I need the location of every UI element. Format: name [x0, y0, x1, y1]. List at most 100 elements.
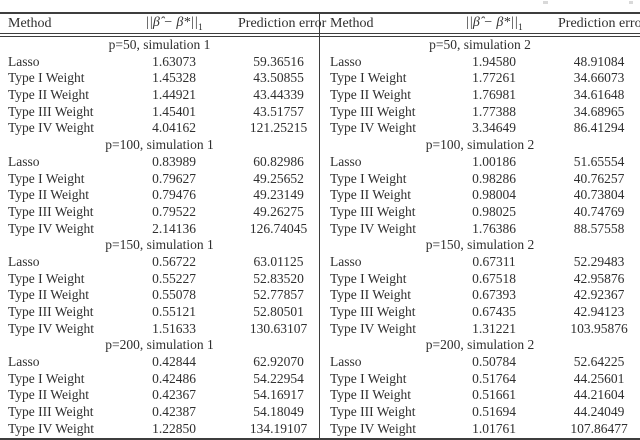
prediction-error-cell: 42.95876: [573, 270, 625, 286]
l1-norm-cell: 1.94580: [472, 53, 516, 69]
method-cell: Type I Weight: [8, 70, 85, 86]
table-row: Type III Weight 0.51694 44.24049: [320, 404, 640, 421]
method-cell: Type I Weight: [330, 370, 407, 386]
section-title: p=200, simulation 2: [425, 337, 535, 353]
table-row: Lasso 0.56722 63.01125: [0, 254, 319, 271]
table-row: Type IV Weight 3.34649 86.41294: [320, 120, 640, 137]
l1-norm-cell: 1.51633: [152, 320, 196, 336]
prediction-error-cell: 63.01125: [253, 253, 304, 269]
table-row: Type III Weight 0.42387 54.18049: [0, 404, 319, 421]
prediction-error-cell: 34.61648: [573, 87, 625, 103]
method-cell: Type I Weight: [8, 270, 85, 286]
prediction-error-cell: 54.16917: [253, 387, 304, 403]
l1-norm-cell: 0.55227: [152, 270, 196, 286]
table-row: Type IV Weight 1.01761 107.86477: [320, 421, 640, 438]
table-body-simulation-2: p=50, simulation 2 Lasso 1.94580 48.91084 Ty…: [320, 37, 640, 438]
table-row: Type II Weight 0.67393 42.92367: [320, 287, 640, 304]
table-row: Type I Weight 1.77261 34.66073: [320, 70, 640, 87]
prediction-error-cell: 42.92367: [573, 287, 625, 303]
method-cell: Type I Weight: [330, 270, 407, 286]
table-row: Type I Weight 1.45328 43.50855: [0, 70, 319, 87]
table-row: Type IV Weight 1.76386 88.57558: [320, 221, 640, 238]
l1-norm-cell: 1.00186: [472, 153, 516, 169]
table-row: Type III Weight 1.77388 34.68965: [320, 104, 640, 121]
method-cell: Type III Weight: [330, 304, 416, 319]
l1-norm-cell: 1.44921: [152, 87, 196, 103]
prediction-error-cell: 54.22954: [253, 370, 304, 386]
method-cell: Type II Weight: [8, 87, 89, 103]
l1-norm-cell: 0.98286: [472, 170, 516, 186]
table-row: Type III Weight 0.79522 49.26275: [0, 204, 319, 221]
cropped-caption-remnant: [629, 1, 633, 4]
method-cell: Type III Weight: [8, 404, 94, 420]
table-row: Type II Weight 1.44921 43.44339: [0, 87, 319, 104]
method-cell: Type II Weight: [330, 287, 411, 303]
section-title: p=150, simulation 2: [425, 237, 535, 253]
l1-norm-cell: 1.76981: [472, 87, 516, 103]
table-row: Lasso 0.50784 52.64225: [320, 354, 640, 371]
table-row: Type I Weight 0.42486 54.22954: [0, 371, 319, 388]
l1-norm-cell: 0.67518: [472, 270, 516, 286]
prediction-error-cell: 43.50855: [253, 70, 304, 86]
table-row: Type I Weight 0.51764 44.25601: [320, 371, 640, 388]
table-row: Type IV Weight 1.51633 130.63107: [0, 321, 319, 338]
l1-norm-cell: 1.76386: [472, 220, 516, 236]
prediction-error-cell: 44.24049: [573, 404, 625, 420]
table-row: Type III Weight 0.98025 40.74769: [320, 204, 640, 221]
table-row: Type II Weight 0.98004 40.73804: [320, 187, 640, 204]
l1-norm-cell: 3.34649: [472, 120, 516, 136]
results-table-simulation-2: Method ||β̂ − β*||1 Prediction error p=5…: [320, 14, 640, 438]
prediction-error-cell: 51.65554: [573, 153, 625, 169]
prediction-error-cell: 130.63107: [249, 320, 308, 336]
method-cell: Lasso: [330, 354, 362, 370]
method-cell: Type II Weight: [8, 287, 89, 303]
table-row: Type IV Weight 4.04162 121.25215: [0, 120, 319, 137]
l1-norm-cell: 0.79627: [152, 170, 196, 186]
l1-norm-cell: 0.51764: [472, 370, 516, 386]
prediction-error-column-header: Prediction error: [238, 15, 327, 31]
table-body-simulation-1: p=50, simulation 1 Lasso 1.63073 59.36516 Ty…: [0, 37, 319, 438]
l1-norm-cell: 1.31221: [472, 320, 516, 336]
table-row: Type II Weight 1.76981 34.61648: [320, 87, 640, 104]
table-row: Type II Weight 0.55078 52.77857: [0, 287, 319, 304]
prediction-error-cell: 49.26275: [253, 203, 304, 219]
prediction-error-cell: 52.29483: [573, 253, 625, 269]
prediction-error-cell: 34.68965: [573, 103, 625, 119]
cropped-caption-remnant: [543, 1, 548, 4]
l1-norm-cell: 0.79522: [152, 203, 196, 219]
prediction-error-cell: 34.66073: [573, 70, 625, 86]
method-cell: Type II Weight: [8, 387, 89, 403]
prediction-error-cell: 52.80501: [253, 304, 304, 319]
section-title: p=50, simulation 1: [108, 37, 211, 52]
prediction-error-cell: 86.41294: [573, 120, 625, 136]
l1-norm-cell: 0.42844: [152, 354, 196, 370]
l1-norm-cell: 0.67435: [472, 304, 516, 319]
table-row: Type II Weight 0.51661 44.21604: [320, 387, 640, 404]
prediction-error-cell: 40.73804: [573, 187, 625, 203]
method-cell: Type III Weight: [8, 203, 94, 219]
l1-norm-cell: 0.51694: [472, 404, 516, 420]
method-cell: Type I Weight: [8, 370, 85, 386]
l1-norm-cell: 0.42387: [152, 404, 196, 420]
method-cell: Type IV Weight: [8, 120, 94, 136]
prediction-error-cell: 42.94123: [573, 304, 625, 319]
section-title: p=50, simulation 2: [429, 37, 531, 52]
method-cell: Type IV Weight: [330, 320, 416, 336]
table-header-row: Method ||β̂ − β*||1 Prediction error: [0, 14, 326, 37]
section-title: p=100, simulation 2: [425, 137, 535, 153]
method-cell: Type III Weight: [8, 304, 94, 319]
l1-norm-cell: 0.42367: [152, 387, 196, 403]
l1-norm-cell: 1.01761: [472, 420, 516, 436]
method-cell: Type IV Weight: [330, 120, 416, 136]
l1-norm-subscript: 1: [518, 22, 523, 33]
table-row: Type II Weight 0.42367 54.16917: [0, 387, 319, 404]
l1-norm-column-header: ||β̂ − β*||1: [436, 15, 552, 33]
method-cell: Lasso: [330, 53, 362, 69]
table-row: Lasso 1.00186 51.65554: [320, 154, 640, 171]
l1-norm-column-header: ||β̂ − β*||1: [116, 15, 232, 33]
method-column-header: Method: [8, 15, 52, 31]
prediction-error-cell: 121.25215: [249, 120, 308, 136]
prediction-error-cell: 52.77857: [253, 287, 304, 303]
section-title: p=150, simulation 1: [105, 237, 214, 253]
method-cell: Lasso: [330, 153, 362, 169]
